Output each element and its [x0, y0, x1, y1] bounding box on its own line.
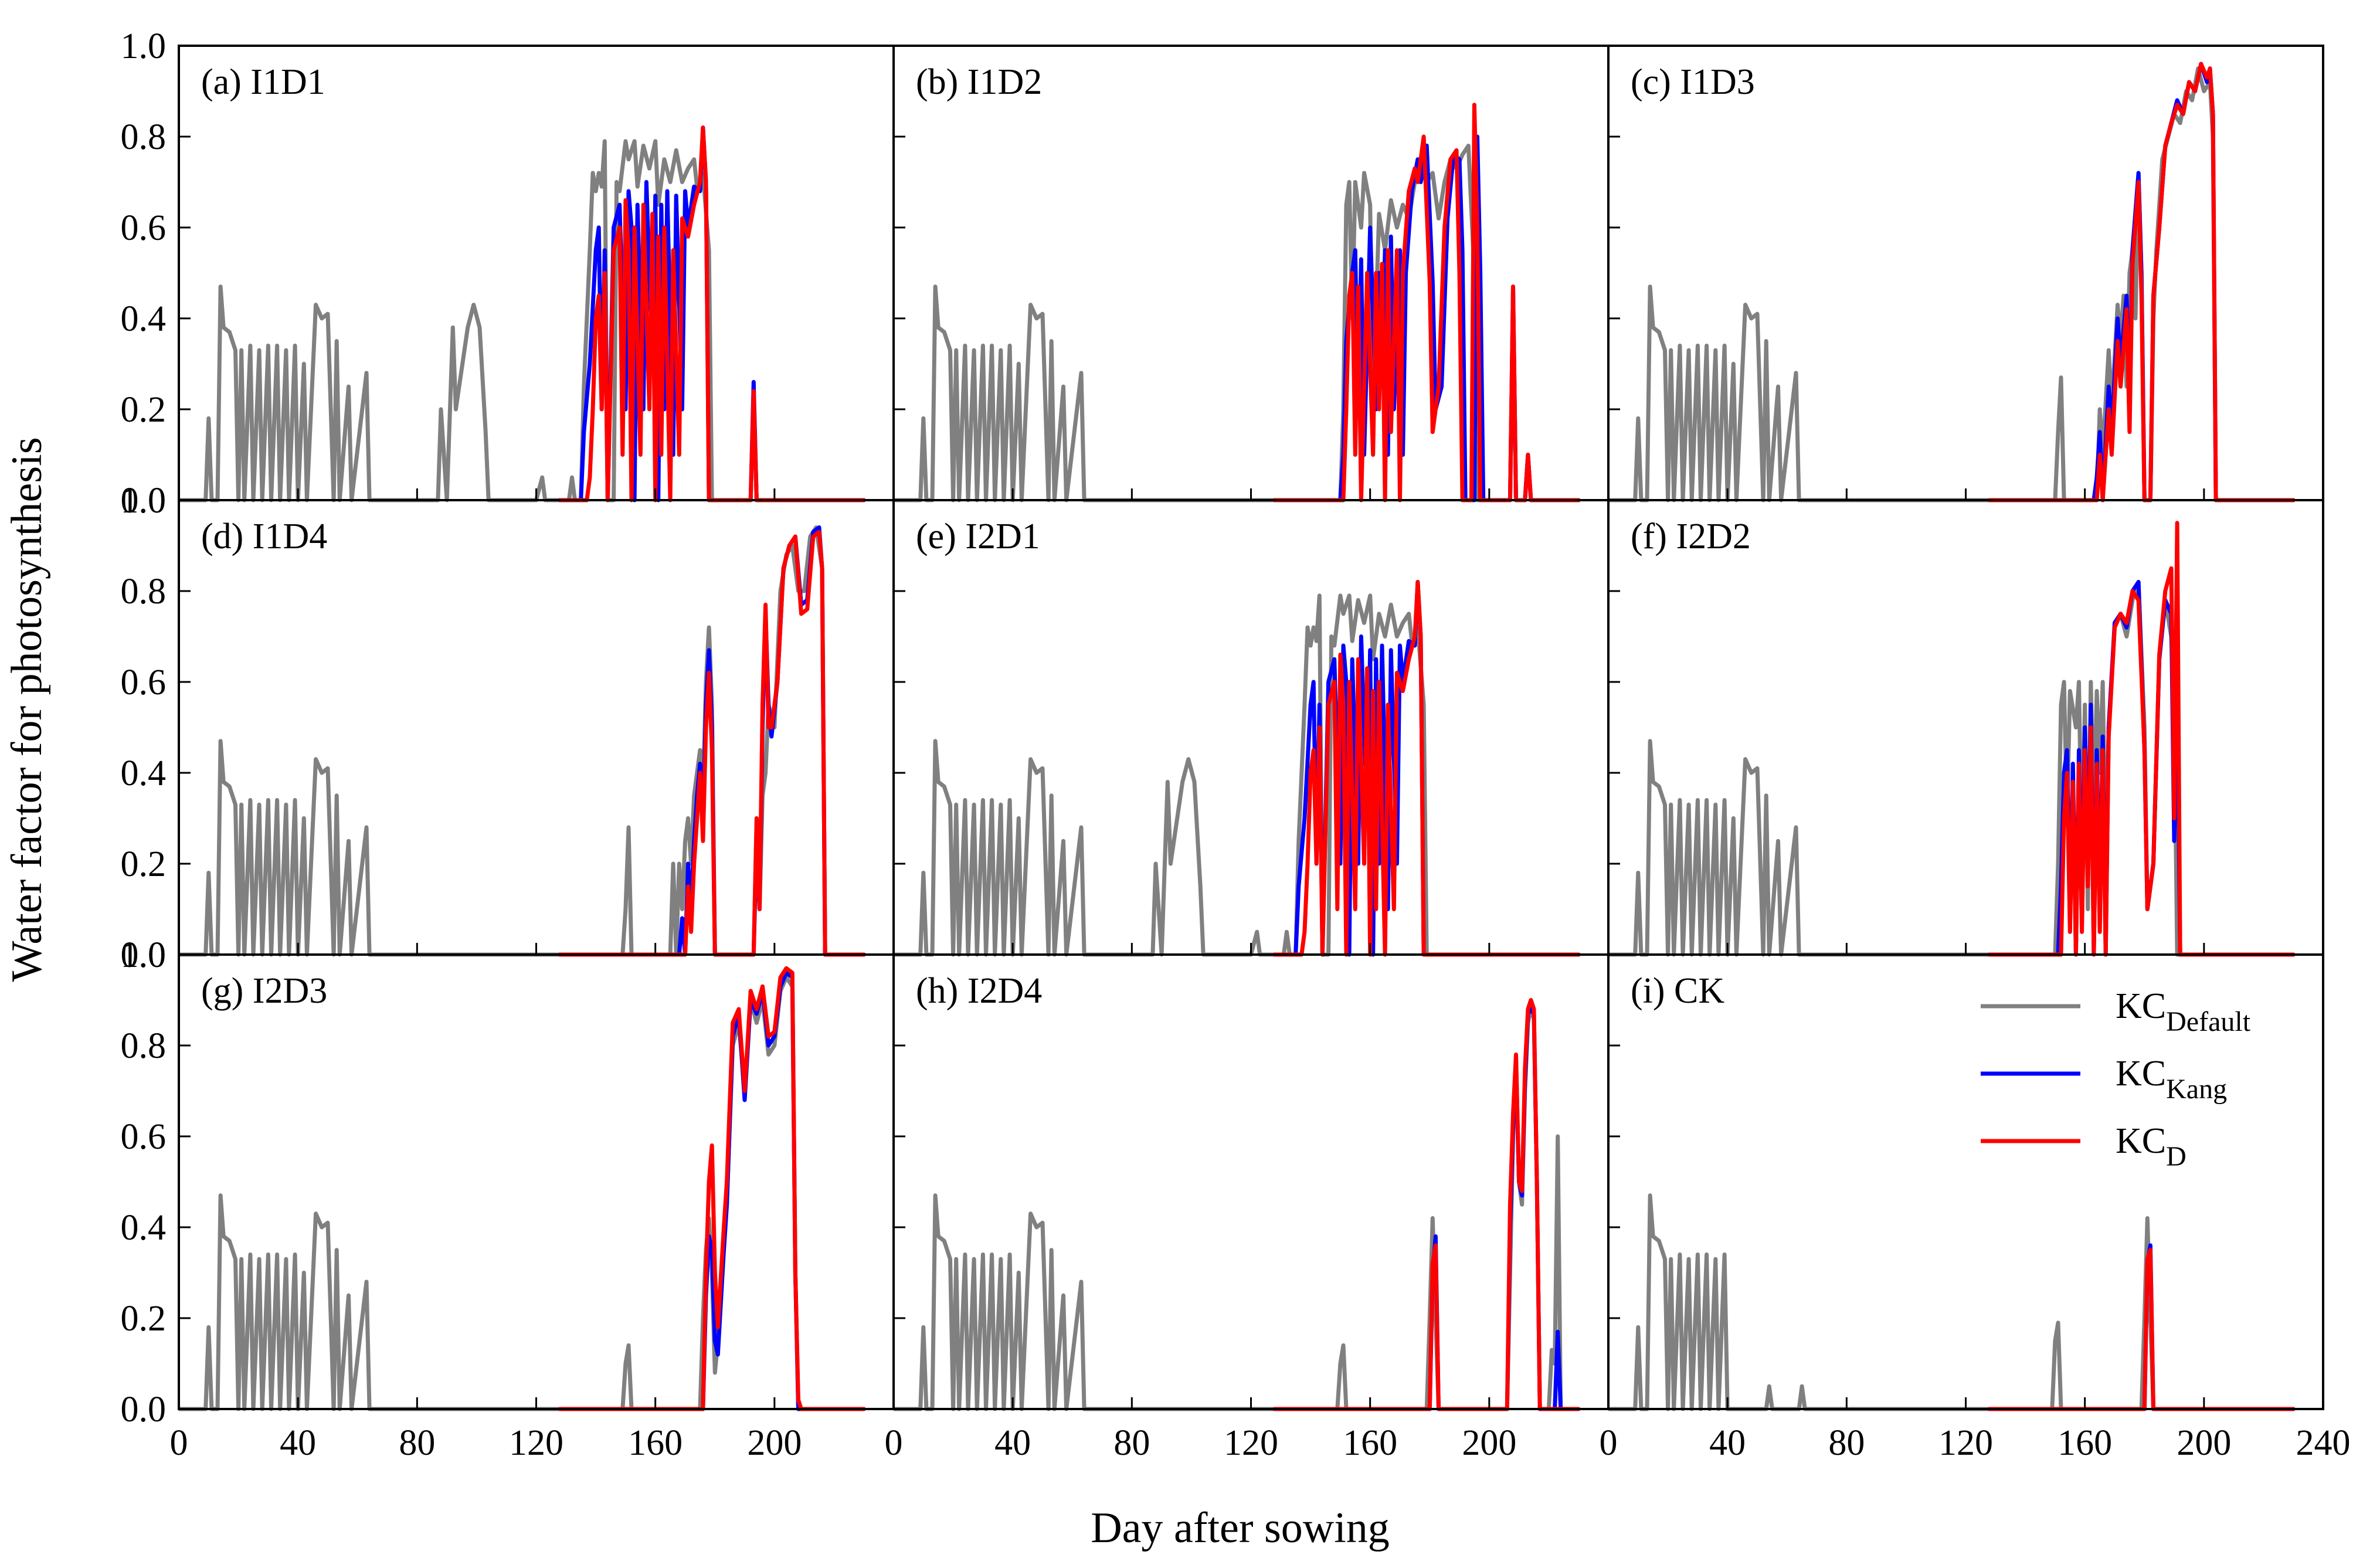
- series-group: [179, 125, 866, 503]
- series-line-kcdefault: [1608, 580, 2296, 957]
- series-line-kckang: [558, 970, 866, 1411]
- y-tick-label: 0.0: [121, 1390, 167, 1430]
- series-line-kcdefault: [894, 593, 1581, 957]
- y-axis-title: Water factor for photosynthesis: [3, 437, 51, 982]
- series-line-kcd: [558, 529, 866, 957]
- y-tick-label: 0.2: [121, 390, 167, 430]
- x-tick-label: 0: [170, 1423, 188, 1463]
- panel-3: (d) I1D4: [178, 499, 895, 957]
- y-tick-label: 0.0: [121, 935, 167, 975]
- panel-6: (g) I2D3: [178, 953, 895, 1411]
- panel-0: (a) I1D1: [178, 45, 895, 503]
- x-tick-label: 40: [280, 1423, 316, 1463]
- y-tick-label: 0.2: [121, 844, 167, 884]
- x-tick-label: 40: [994, 1423, 1031, 1463]
- panel-label: (f) I2D2: [1631, 517, 1751, 556]
- series-line-kcdefault: [1608, 1193, 2296, 1411]
- panel-label: (b) I1D2: [916, 62, 1042, 102]
- panel-label: (g) I2D3: [201, 971, 327, 1011]
- x-tick-label: 160: [628, 1423, 683, 1463]
- series-line-kcd: [558, 966, 866, 1411]
- x-axis-title: Day after sowing: [1091, 1504, 1390, 1552]
- x-tick-label: 240: [2296, 1423, 2351, 1463]
- y-tick-label: 0.6: [121, 1117, 167, 1157]
- x-tick-label: 200: [1462, 1423, 1516, 1463]
- series-line-kcd: [558, 125, 866, 503]
- x-tick-label: 0: [885, 1423, 903, 1463]
- panel-8: (i) CK: [1607, 953, 2324, 1411]
- y-tick-label: 0.2: [121, 1299, 167, 1339]
- y-tick-label: 0.8: [121, 572, 167, 612]
- y-tick-label: 0.0: [121, 481, 167, 521]
- panel-label: (e) I2D1: [916, 517, 1040, 556]
- panel-label: (c) I1D3: [1631, 62, 1755, 102]
- x-tick-label: 0: [1600, 1423, 1618, 1463]
- panel-label: (h) I2D4: [916, 971, 1042, 1011]
- series-group: [894, 580, 1581, 957]
- panel-label: (i) CK: [1631, 971, 1724, 1011]
- x-tick-label: 80: [1828, 1423, 1865, 1463]
- x-tick-label: 80: [399, 1423, 435, 1463]
- y-tick-label: 1.0: [121, 935, 167, 975]
- panel-label: (a) I1D1: [201, 62, 325, 102]
- x-tick-label: 200: [747, 1423, 802, 1463]
- x-tick-label: 160: [2058, 1423, 2112, 1463]
- y-tick-label: 0.4: [121, 753, 167, 793]
- x-tick-label: 120: [1224, 1423, 1278, 1463]
- y-tick-label: 0.4: [121, 299, 167, 339]
- y-tick-label: 0.4: [121, 1208, 167, 1248]
- y-tick-label: 0.6: [121, 663, 167, 702]
- x-tick-label: 160: [1343, 1423, 1397, 1463]
- tick-labels: 0.00.20.40.60.81.00.00.20.40.60.81.00.00…: [121, 26, 2351, 1463]
- series-line-kcdefault: [179, 139, 866, 503]
- y-tick-label: 0.6: [121, 208, 167, 248]
- x-tick-label: 120: [1938, 1423, 1993, 1463]
- y-tick-label: 0.8: [121, 1026, 167, 1066]
- x-tick-label: 120: [509, 1423, 563, 1463]
- x-tick-label: 80: [1113, 1423, 1150, 1463]
- series-line-kcd: [1272, 998, 1581, 1411]
- y-tick-label: 1.0: [121, 481, 167, 521]
- y-tick-label: 0.8: [121, 117, 167, 157]
- series-line-kcd: [1272, 580, 1581, 957]
- series-group: [179, 966, 866, 1411]
- panel-4: (e) I2D1: [892, 499, 1610, 957]
- panel-grid: (a) I1D1 (b) I1D2 (c) I1D3 (d) I1D4 (e) I2D1…: [178, 45, 2324, 1411]
- x-tick-label: 40: [1709, 1423, 1746, 1463]
- panel-label: (d) I1D4: [201, 517, 327, 556]
- x-tick-label: 200: [2177, 1423, 2231, 1463]
- y-tick-label: 1.0: [121, 26, 167, 66]
